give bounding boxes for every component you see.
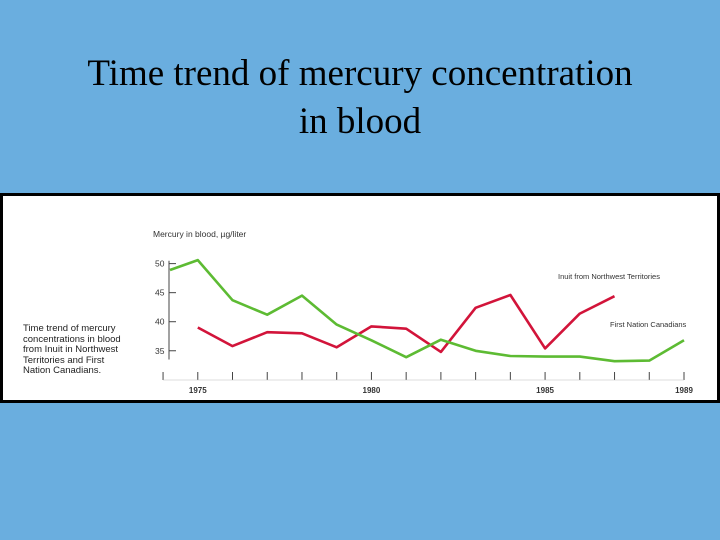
mercury-line-chart: Mercury in blood, µg/liter 50 45 40 35 1975 19… bbox=[153, 229, 693, 395]
series-label-first-nation: First Nation Canadians bbox=[610, 320, 687, 329]
y-tick-label: 50 bbox=[155, 259, 165, 269]
caption-line: Nation Canadians. bbox=[23, 365, 102, 376]
figure-caption: Time trend of mercury concentrations in … bbox=[23, 323, 163, 377]
caption-line: from Inuit in Northwest bbox=[23, 344, 119, 355]
y-axis-label: Mercury in blood, µg/liter bbox=[153, 229, 246, 239]
caption-line: Time trend of mercury bbox=[23, 323, 116, 334]
caption-line: concentrations in blood bbox=[23, 333, 121, 345]
x-tick-label: 1985 bbox=[536, 386, 554, 395]
series-line-inuit bbox=[197, 293, 616, 354]
x-tick-label: 1975 bbox=[189, 386, 207, 395]
slide-title-line-2: in blood bbox=[298, 101, 422, 142]
series-line-first-nation bbox=[169, 258, 685, 363]
slide-title-line-1: Time trend of mercury concentration bbox=[87, 53, 633, 94]
x-tick-label: 1980 bbox=[363, 386, 381, 395]
slide-title: Time trend of mercury concentration in b… bbox=[0, 50, 720, 146]
x-tick-label: 1989 bbox=[675, 386, 693, 395]
y-tick-label: 45 bbox=[155, 288, 165, 298]
y-tick-label: 40 bbox=[155, 317, 165, 327]
y-tick-label: 35 bbox=[155, 346, 165, 356]
series-label-inuit: Inuit from Northwest Territories bbox=[558, 272, 660, 281]
figure-frame: Mercury in blood, µg/liter 50 45 40 35 1975 19… bbox=[0, 193, 720, 403]
caption-line: Territories and First bbox=[23, 354, 105, 366]
